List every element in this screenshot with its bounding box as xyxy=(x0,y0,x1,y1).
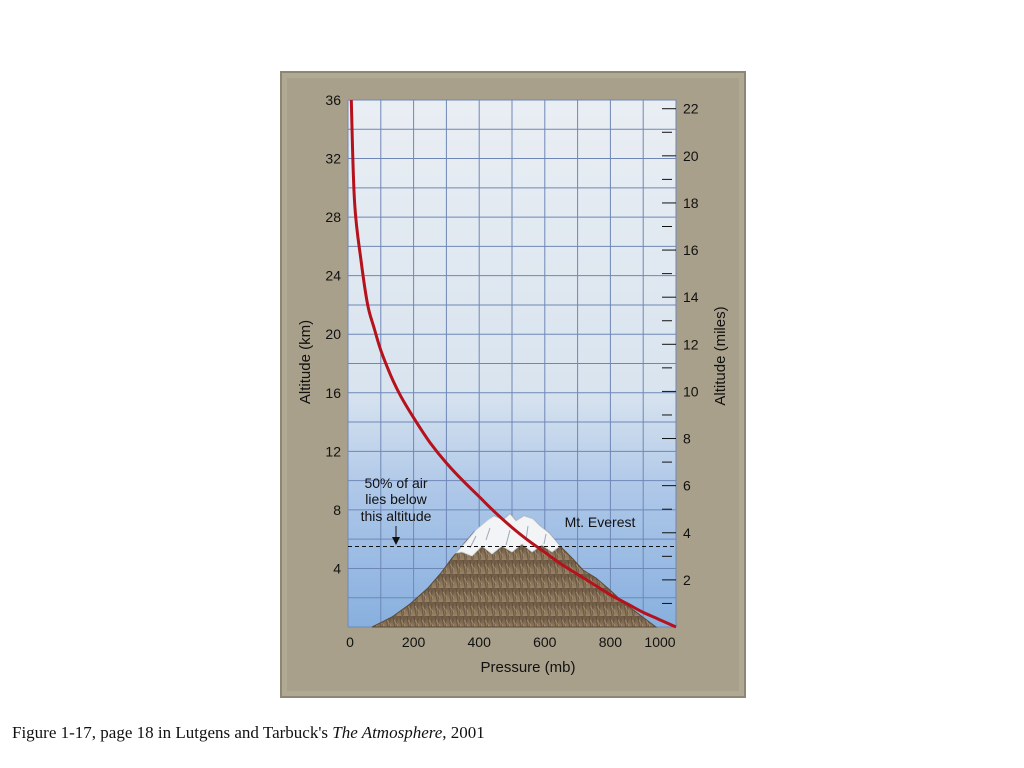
x-tick-labels: 0 200 400 600 800 1000 xyxy=(346,634,676,650)
y-tick-labels: 4 8 12 16 20 24 28 32 36 xyxy=(325,92,341,576)
y2-tick-label: 10 xyxy=(683,383,699,399)
y2-tick-label: 2 xyxy=(683,572,691,588)
y-tick-label: 8 xyxy=(333,502,341,518)
y-tick-label: 36 xyxy=(325,92,341,108)
y-tick-label: 24 xyxy=(325,268,341,284)
everest-label: Mt. Everest xyxy=(565,514,636,530)
y-tick-label: 20 xyxy=(325,326,341,342)
y2-tick-label: 18 xyxy=(683,195,699,211)
y-tick-label: 16 xyxy=(325,385,341,401)
y2-axis-label: Altitude (miles) xyxy=(712,306,729,405)
half-air-line-2: lies below xyxy=(365,491,427,507)
y2-tick-label: 4 xyxy=(683,525,691,541)
x-tick-label: 1000 xyxy=(644,634,675,650)
y2-tick-label: 8 xyxy=(683,431,691,447)
y2-tick-label: 6 xyxy=(683,478,691,494)
x-tick-label: 600 xyxy=(533,634,557,650)
y-tick-label: 32 xyxy=(325,151,341,167)
caption-book-title: The Atmosphere xyxy=(332,723,443,742)
caption-suffix: , 2001 xyxy=(442,723,485,742)
x-tick-label: 200 xyxy=(402,634,426,650)
y2-tick-label: 22 xyxy=(683,101,699,117)
y2-tick-labels: 2 4 6 8 10 12 14 16 18 20 22 xyxy=(662,101,699,604)
x-axis-label: Pressure (mb) xyxy=(480,659,575,676)
figure-caption: Figure 1-17, page 18 in Lutgens and Tarb… xyxy=(12,723,485,743)
caption-prefix: Figure 1-17, page 18 in Lutgens and Tarb… xyxy=(12,723,333,742)
x-tick-label: 400 xyxy=(468,634,492,650)
half-air-line-1: 50% of air xyxy=(364,475,427,491)
y2-tick-label: 20 xyxy=(683,148,699,164)
y-tick-label: 12 xyxy=(325,443,341,459)
x-tick-label: 800 xyxy=(599,634,623,650)
half-air-arrow xyxy=(392,526,400,545)
half-air-line-3: this altitude xyxy=(361,508,432,524)
y2-tick-label: 14 xyxy=(683,289,699,305)
y-axis-label: Altitude (km) xyxy=(297,320,314,404)
y2-tick-label: 16 xyxy=(683,242,699,258)
y-tick-label: 4 xyxy=(333,560,341,576)
half-air-annotation: 50% of air lies below this altitude xyxy=(361,475,432,524)
y2-tick-label: 12 xyxy=(683,336,699,352)
pressure-altitude-curve xyxy=(349,99,677,629)
y-tick-label: 28 xyxy=(325,209,341,225)
x-tick-label: 0 xyxy=(346,634,354,650)
